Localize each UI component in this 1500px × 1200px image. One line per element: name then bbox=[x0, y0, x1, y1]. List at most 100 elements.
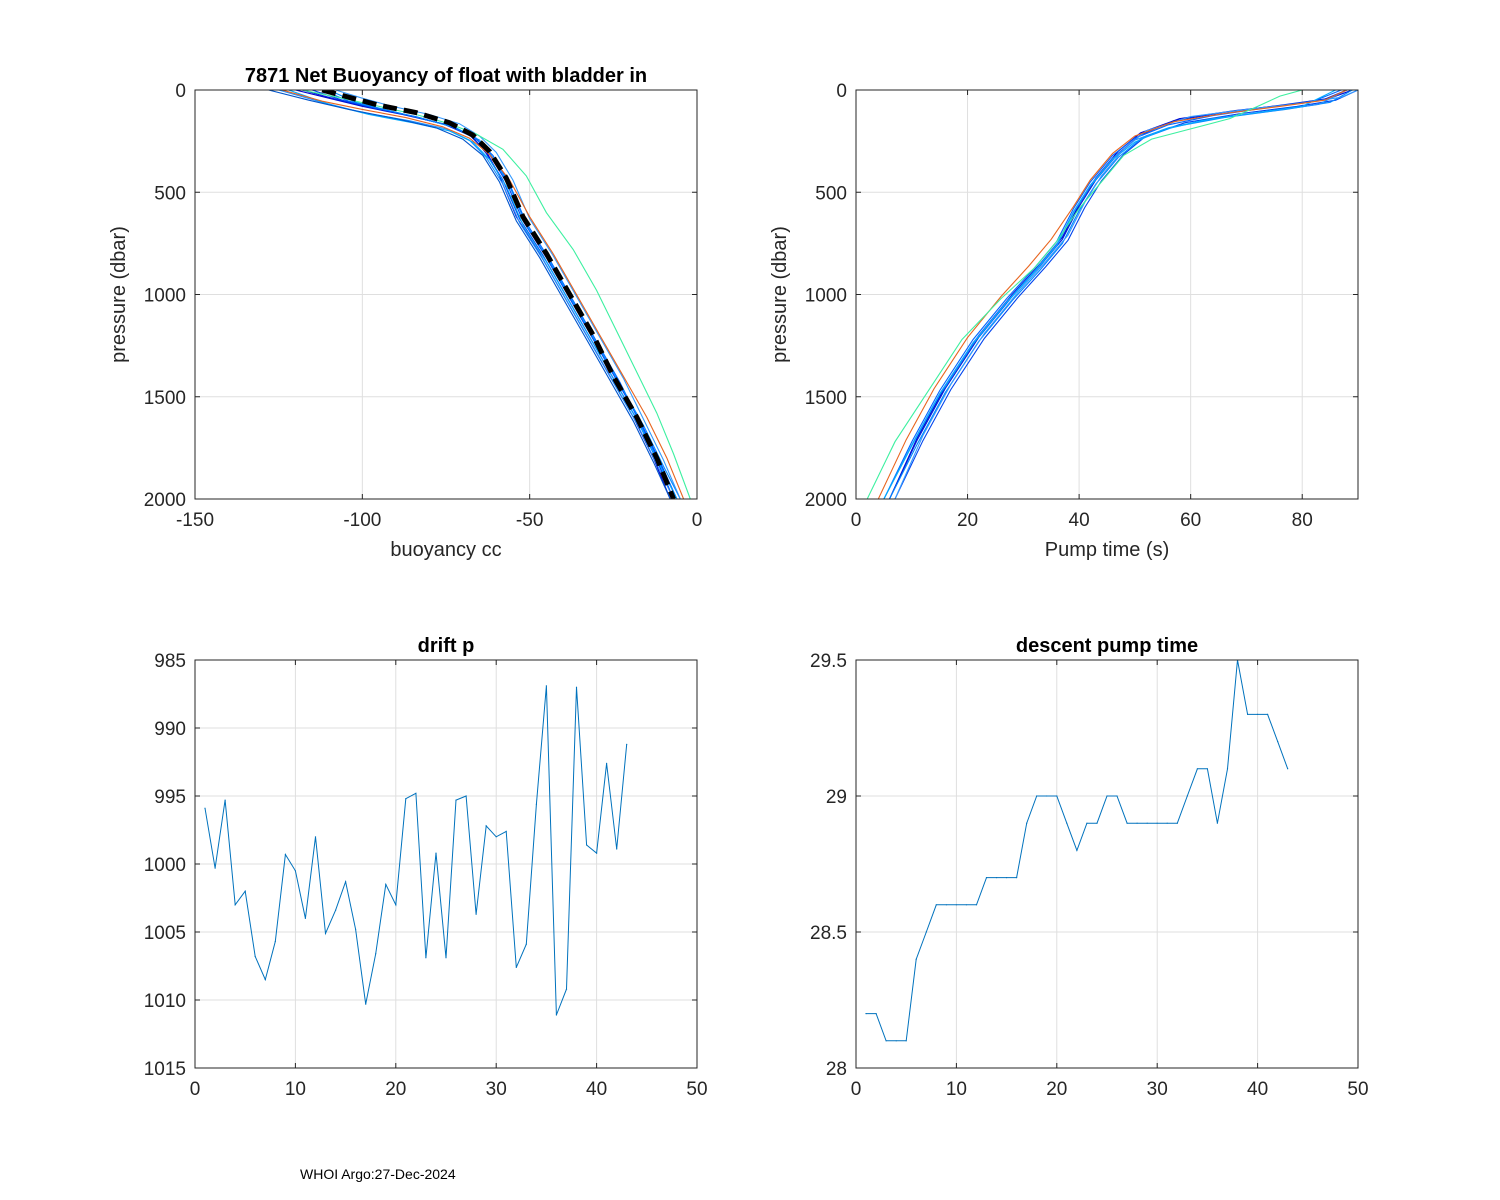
y-tick-label: 2000 bbox=[144, 490, 186, 511]
y-tick-label: 985 bbox=[154, 651, 186, 672]
data-point bbox=[244, 890, 246, 892]
data-point bbox=[915, 958, 917, 960]
chart-title: 7871 Net Buoyancy of float with bladder … bbox=[245, 65, 647, 87]
data-point bbox=[545, 685, 548, 687]
data-point bbox=[1026, 822, 1028, 824]
data-point bbox=[1176, 822, 1178, 824]
plot-area bbox=[865, 660, 1289, 1042]
data-point bbox=[606, 762, 608, 765]
data-point bbox=[445, 957, 447, 959]
data-point bbox=[294, 870, 296, 872]
data-point bbox=[596, 852, 598, 854]
y-tick-label: 0 bbox=[175, 81, 186, 102]
data-point bbox=[204, 807, 206, 809]
x-tick-label: 0 bbox=[190, 1079, 201, 1100]
data-point bbox=[535, 803, 538, 805]
y-axis-label: pressure (dbar) bbox=[108, 226, 130, 363]
data-point bbox=[616, 848, 618, 850]
profile-line-9 bbox=[268, 90, 671, 499]
x-axis-label: Pump time (s) bbox=[1045, 539, 1169, 561]
data-point bbox=[465, 795, 467, 797]
profile-line-7 bbox=[883, 90, 1336, 499]
data-point bbox=[264, 979, 266, 981]
y-tick-label: 1005 bbox=[144, 923, 186, 944]
x-tick-label: 50 bbox=[1347, 1079, 1368, 1100]
x-tick-label: -150 bbox=[176, 510, 214, 531]
data-point bbox=[1116, 795, 1118, 797]
x-tick-label: 40 bbox=[1069, 510, 1090, 531]
data-point bbox=[1046, 795, 1048, 797]
data-point bbox=[955, 904, 958, 906]
y-tick-label: 500 bbox=[154, 183, 186, 204]
data-point bbox=[405, 798, 407, 800]
axes-box bbox=[855, 659, 1359, 1069]
y-tick-label: 28 bbox=[826, 1059, 847, 1080]
y-tick-label: 0 bbox=[836, 81, 847, 102]
y-tick-label: 29.5 bbox=[810, 651, 847, 672]
y-tick-label: 1000 bbox=[144, 286, 186, 307]
data-point bbox=[224, 799, 226, 801]
chart-1: -150 -100 -50 0 0 500 1000 1500 2000 7871 Net Buo… bbox=[108, 65, 702, 561]
y-tick-label: 990 bbox=[154, 719, 186, 740]
data-point bbox=[415, 792, 417, 794]
x-tick-label: 40 bbox=[586, 1079, 607, 1100]
data-point bbox=[1156, 822, 1158, 824]
y-tick-label: 1500 bbox=[144, 388, 186, 409]
data-point bbox=[885, 1040, 887, 1042]
data-point bbox=[234, 904, 236, 906]
profile-line-10 bbox=[281, 90, 685, 499]
data-point bbox=[1226, 768, 1229, 770]
data-point bbox=[284, 853, 286, 856]
data-point bbox=[375, 953, 377, 955]
y-tick-label: 1000 bbox=[144, 855, 186, 876]
plot-area bbox=[866, 90, 1358, 499]
y-tick-label: 1000 bbox=[805, 286, 847, 307]
data-point bbox=[385, 883, 387, 886]
data-point bbox=[475, 913, 477, 915]
data-point bbox=[1006, 877, 1008, 879]
data-point bbox=[425, 957, 427, 959]
data-point bbox=[1196, 768, 1198, 770]
x-tick-label: -50 bbox=[516, 510, 543, 531]
data-point bbox=[345, 881, 347, 883]
data-point bbox=[895, 1040, 897, 1042]
data-point bbox=[905, 1040, 907, 1042]
data-point bbox=[495, 836, 497, 838]
data-point bbox=[304, 917, 306, 920]
profile-line-9 bbox=[877, 90, 1348, 499]
profile-line-8 bbox=[894, 90, 1358, 499]
data-point bbox=[505, 830, 507, 833]
chart-title: descent pump time bbox=[1016, 635, 1198, 657]
y-tick-label: 1500 bbox=[805, 388, 847, 409]
data-point bbox=[1166, 822, 1168, 824]
x-tick-label: 20 bbox=[957, 510, 978, 531]
data-point bbox=[1277, 741, 1279, 743]
y-tick-label: 500 bbox=[815, 183, 847, 204]
data-point bbox=[1186, 795, 1188, 797]
x-tick-label: 40 bbox=[1247, 1079, 1268, 1100]
data-point bbox=[626, 743, 628, 745]
data-point bbox=[996, 877, 998, 879]
data-point bbox=[935, 904, 937, 906]
data-point bbox=[1267, 713, 1269, 716]
data-point bbox=[1016, 877, 1018, 879]
x-tick-label: 20 bbox=[1046, 1079, 1067, 1100]
data-point bbox=[1066, 822, 1068, 824]
data-point bbox=[214, 867, 216, 869]
chart-4: 0 10 20 30 40 50 28 28.5 29 29.5 descent pump time bbox=[810, 635, 1369, 1100]
y-tick-label: 1010 bbox=[144, 991, 186, 1012]
x-tick-label: 10 bbox=[946, 1079, 967, 1100]
chart-3: 0 10 20 30 40 50 985 990 995 1000 1005 1010 1015 drif… bbox=[144, 635, 708, 1100]
x-tick-label: 80 bbox=[1292, 510, 1313, 531]
data-point bbox=[314, 836, 317, 838]
data-point bbox=[525, 943, 527, 945]
data-point bbox=[355, 928, 357, 930]
data-point bbox=[875, 1013, 877, 1015]
data-point bbox=[945, 904, 948, 906]
x-tick-label: 30 bbox=[486, 1079, 507, 1100]
y-tick-label: 28.5 bbox=[810, 923, 847, 944]
data-point bbox=[254, 955, 256, 958]
x-tick-label: 50 bbox=[686, 1079, 707, 1100]
